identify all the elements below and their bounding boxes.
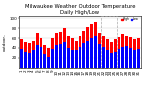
Bar	[82, 43, 85, 68]
Bar	[28, 53, 31, 68]
Bar	[117, 37, 120, 68]
Bar	[82, 31, 85, 68]
Title: Milwaukee Weather Outdoor Temperature
Daily High/Low: Milwaukee Weather Outdoor Temperature Da…	[25, 4, 135, 15]
Bar	[71, 38, 74, 68]
Bar	[86, 41, 89, 68]
Bar	[129, 48, 132, 68]
Bar	[114, 39, 116, 68]
Bar	[121, 34, 124, 68]
Bar	[79, 47, 81, 68]
Bar	[55, 46, 58, 68]
Bar	[110, 42, 113, 68]
Bar	[47, 57, 50, 68]
Bar	[51, 38, 54, 68]
Bar	[125, 36, 128, 68]
Bar	[94, 36, 97, 68]
Bar	[110, 53, 113, 68]
Bar	[67, 48, 70, 68]
Bar	[75, 50, 78, 68]
Bar	[75, 41, 78, 68]
Bar	[114, 52, 116, 68]
Bar	[40, 38, 43, 68]
Bar	[121, 47, 124, 68]
Bar	[98, 44, 101, 68]
Bar	[40, 47, 43, 68]
Bar	[133, 39, 136, 68]
Bar	[137, 49, 140, 68]
Bar	[102, 36, 105, 68]
Bar	[86, 27, 89, 68]
Bar	[20, 39, 23, 68]
Bar	[117, 49, 120, 68]
Bar	[44, 46, 46, 68]
Bar	[106, 39, 109, 68]
Bar	[125, 46, 128, 68]
Bar	[59, 32, 62, 68]
Bar	[133, 50, 136, 68]
Text: outdoor..: outdoor..	[3, 33, 7, 51]
Legend: High, Low: High, Low	[121, 17, 139, 22]
Bar	[98, 33, 101, 68]
Bar	[90, 38, 93, 68]
Bar	[28, 43, 31, 68]
Bar	[47, 48, 50, 68]
Bar	[55, 33, 58, 68]
Bar	[44, 54, 46, 68]
Bar	[24, 42, 27, 68]
Bar	[94, 22, 97, 68]
Bar	[24, 52, 27, 68]
Bar	[106, 50, 109, 68]
Bar	[67, 36, 70, 68]
Bar	[71, 50, 74, 68]
Bar	[36, 46, 39, 68]
Bar	[51, 49, 54, 68]
Bar	[63, 28, 66, 68]
Bar	[102, 47, 105, 68]
Bar	[59, 44, 62, 68]
Bar	[79, 36, 81, 68]
Bar	[20, 49, 23, 68]
Bar	[32, 41, 35, 68]
Bar	[137, 38, 140, 68]
Bar	[63, 42, 66, 68]
Bar	[129, 37, 132, 68]
Bar	[36, 33, 39, 68]
Bar	[32, 50, 35, 68]
Bar	[90, 24, 93, 68]
